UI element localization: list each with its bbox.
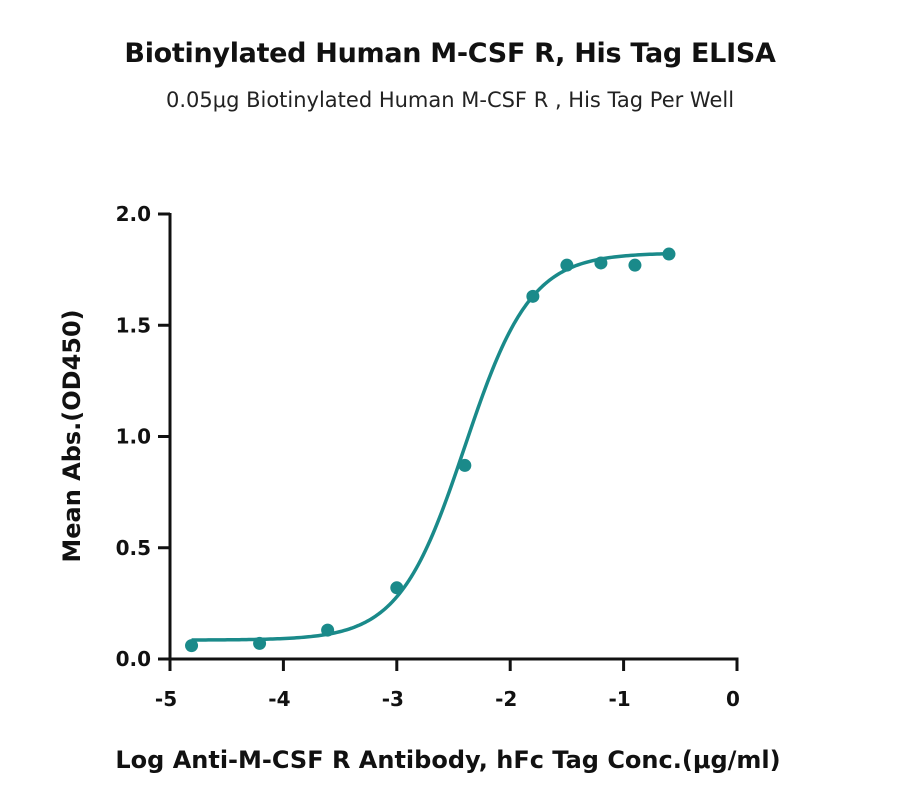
data-point — [662, 247, 676, 261]
fit-curve — [191, 251, 670, 642]
y-tick-label: 1.5 — [116, 313, 151, 337]
y-axis-title: Mean Abs.(OD450) — [58, 309, 86, 562]
y-tick-label: 0.5 — [116, 536, 151, 560]
data-point — [560, 258, 574, 272]
chart-subtitle: 0.05μg Biotinylated Human M-CSF R , His … — [165, 88, 735, 112]
data-point — [390, 581, 404, 595]
data-point — [185, 639, 199, 653]
data-point — [321, 623, 335, 637]
x-axis-title: Log Anti-M-CSF R Antibody, hFc Tag Conc.… — [115, 746, 780, 774]
data-point — [458, 458, 472, 472]
data-point — [526, 289, 540, 303]
data-point — [253, 636, 267, 650]
data-point — [628, 258, 642, 272]
chart-title: Biotinylated Human M-CSF R, His Tag ELIS… — [124, 38, 776, 69]
x-tick-label: -1 — [608, 687, 630, 711]
y-tick-label: 0.0 — [116, 647, 151, 671]
x-tick-label: -3 — [382, 687, 404, 711]
data-point — [594, 256, 608, 270]
x-tick-label: 0 — [726, 687, 740, 711]
x-tick-label: -5 — [155, 687, 177, 711]
y-tick-label: 2.0 — [116, 202, 151, 226]
x-tick-label: -2 — [495, 687, 517, 711]
y-tick-label: 1.0 — [116, 425, 151, 449]
x-tick-label: -4 — [268, 687, 290, 711]
